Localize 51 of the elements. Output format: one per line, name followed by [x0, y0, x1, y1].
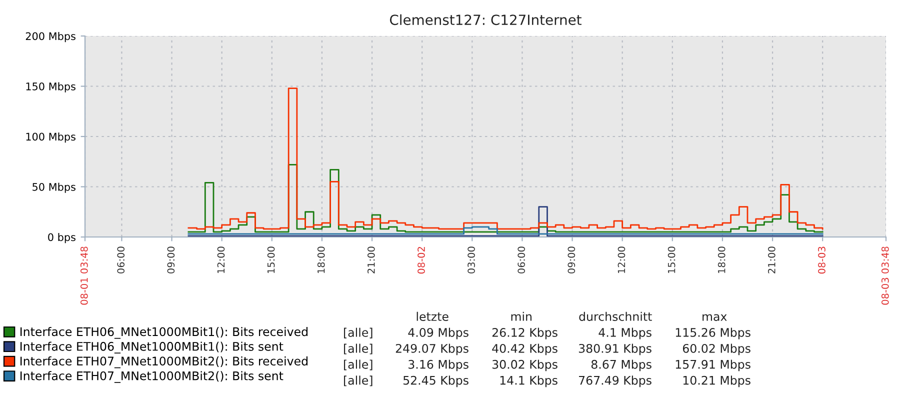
x-tick-label: 15:00 — [668, 246, 676, 273]
y-tick-label: 150 Mbps — [26, 82, 76, 92]
chart-title: Clemenst127: C127Internet — [390, 14, 582, 26]
text: 4.1 Mbps — [598, 328, 652, 340]
text: 14.1 Kbps — [500, 376, 558, 388]
x-tick-label: 08-01 03:48 — [80, 246, 88, 305]
x-tick-label: 21:00 — [768, 246, 776, 274]
text: 30.02 Kbps — [492, 360, 558, 372]
x-tick-label: 21:00 — [367, 246, 375, 274]
y-tick-label: 200 Mbps — [26, 32, 76, 42]
y-tick-label: 50 Mbps — [32, 182, 76, 193]
y-tick-label: 100 Mbps — [26, 132, 76, 143]
text: [alle] — [344, 360, 372, 370]
text: 40.42 Kbps — [492, 344, 558, 356]
text: 380.91 Kbps — [578, 344, 652, 356]
x-tick-label: 12:00 — [618, 246, 626, 273]
text: 26.12 Kbps — [492, 328, 558, 340]
text: [alle] — [344, 328, 372, 338]
text: 3.16 Mbps — [408, 360, 468, 372]
x-tick-label: 18:00 — [317, 246, 325, 273]
text: min — [511, 312, 532, 321]
text: max — [702, 314, 727, 321]
x-tick-label: 06:00 — [518, 246, 526, 274]
text: 10.21 Mbps — [683, 376, 750, 388]
x-tick-label: 12:00 — [217, 246, 225, 273]
x-tick-label: 18:00 — [718, 246, 726, 273]
x-tick-label: 06:00 — [117, 246, 125, 274]
text: letzte — [416, 312, 448, 321]
x-tick-label: 08-03 — [818, 246, 826, 274]
text: [alle] — [344, 376, 372, 386]
y-tick-label: 0 bps — [48, 233, 76, 244]
text: 249.07 Kbps — [396, 344, 468, 356]
text: 4.09 Mbps — [408, 328, 468, 340]
x-tick-label: 09:00 — [568, 246, 576, 274]
text: 8.67 Mbps — [591, 360, 652, 372]
x-tick-label: 09:00 — [167, 246, 175, 274]
text: 60.02 Mbps — [682, 344, 750, 356]
text: [alle] — [344, 344, 372, 354]
text: 157.91 Mbps — [676, 360, 750, 372]
legend-label: Interface ETH07_MNet1000MBit2(): Bits received — [20, 356, 308, 368]
x-tick-label: 08-02 — [418, 247, 425, 274]
text: 52.45 Kbps — [403, 376, 468, 388]
legend-label: Interface ETH06_MNet1000MBit1(): Bits received — [20, 327, 308, 339]
x-tick-label: 08-03 03:48 — [881, 246, 889, 305]
x-tick-label: 15:00 — [267, 246, 275, 273]
x-tick-label: 03:00 — [468, 246, 475, 274]
legend-label: Interface ETH07_MNet1000MBit2(): Bits sent — [20, 371, 284, 383]
text: durchschnitt — [579, 312, 652, 321]
legend-label: Interface ETH06_MNet1000MBit1(): Bits sent — [20, 342, 284, 354]
text: 115.26 Mbps — [676, 328, 750, 340]
text: 767.49 Kbps — [579, 376, 652, 388]
